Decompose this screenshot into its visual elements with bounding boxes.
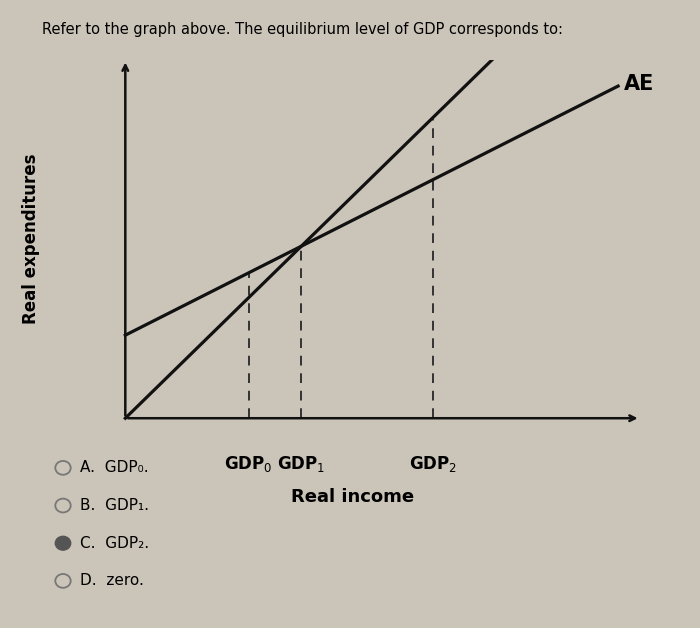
Text: GDP$_1$: GDP$_1$ — [277, 454, 326, 474]
Text: B.  GDP₁.: B. GDP₁. — [80, 498, 150, 513]
Text: Refer to the graph above. The equilibrium level of GDP corresponds to:: Refer to the graph above. The equilibriu… — [42, 22, 563, 37]
Text: C.  GDP₂.: C. GDP₂. — [80, 536, 150, 551]
Text: GDP$_2$: GDP$_2$ — [410, 454, 457, 474]
Text: Real expenditures: Real expenditures — [22, 153, 41, 324]
Text: GDP$_0$: GDP$_0$ — [224, 454, 273, 474]
Text: D.  zero.: D. zero. — [80, 573, 144, 588]
Text: A.  GDP₀.: A. GDP₀. — [80, 460, 149, 475]
Text: Real income: Real income — [290, 488, 414, 506]
Text: AE: AE — [624, 73, 654, 94]
